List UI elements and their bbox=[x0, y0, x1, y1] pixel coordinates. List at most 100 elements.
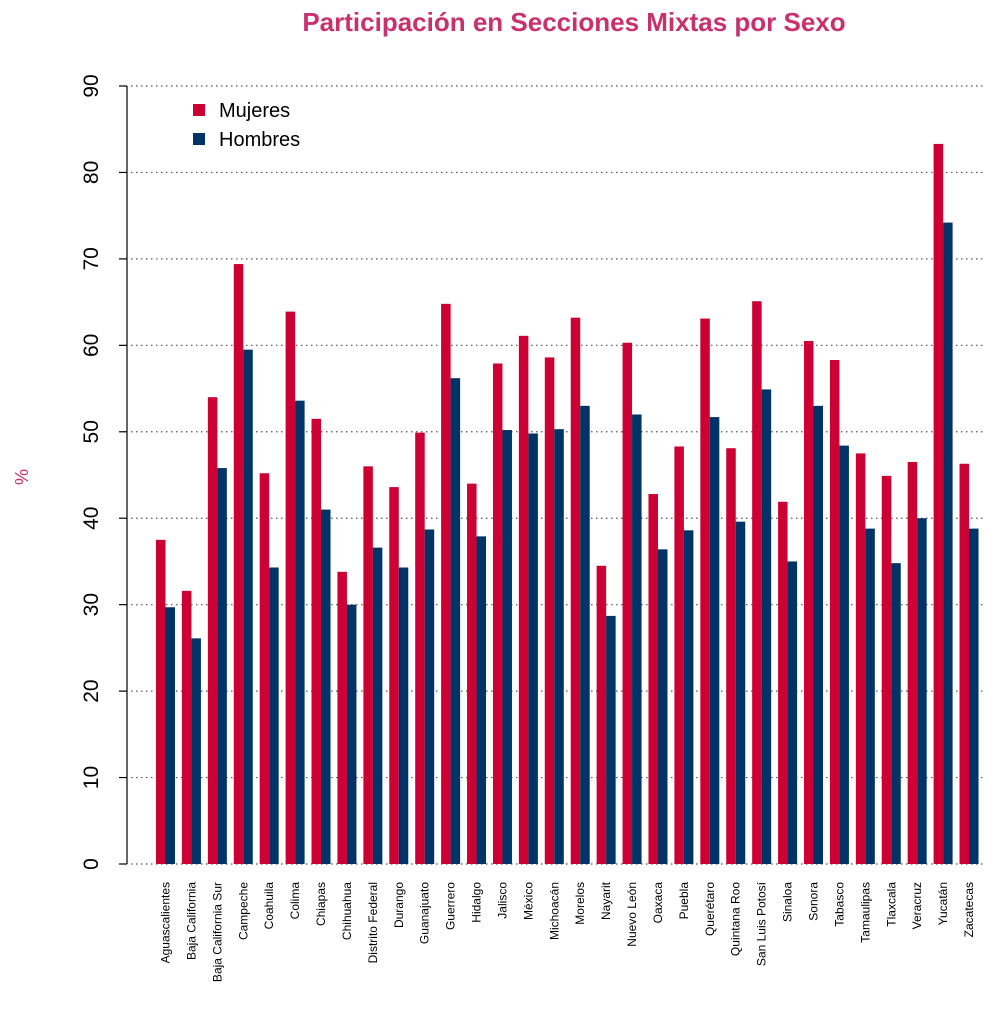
x-tick-label: Baja California bbox=[184, 882, 198, 960]
y-tick-label: 60 bbox=[80, 334, 103, 357]
y-tick-label: 70 bbox=[80, 247, 103, 270]
bar-mujeres bbox=[363, 466, 373, 864]
x-tick-label: San Luis Potosí bbox=[755, 881, 769, 966]
bar-hombres bbox=[165, 607, 175, 864]
bar-hombres bbox=[787, 561, 798, 864]
x-tick-label: Distrito Federal bbox=[366, 882, 380, 963]
y-tick-label: 20 bbox=[80, 679, 103, 702]
bar-mujeres bbox=[389, 487, 399, 864]
bar-mujeres bbox=[337, 571, 347, 864]
bar-hombres bbox=[969, 528, 979, 864]
x-tick-label: Oaxaca bbox=[651, 882, 665, 924]
bar-mujeres bbox=[467, 483, 477, 864]
bar-mujeres bbox=[726, 448, 736, 864]
legend-swatch-hombres bbox=[193, 133, 205, 145]
bar-hombres bbox=[839, 445, 849, 864]
bar-mujeres bbox=[259, 473, 270, 864]
x-tick-label: Quintana Roo bbox=[729, 882, 743, 956]
y-axis-label: % bbox=[12, 469, 32, 485]
bar-hombres bbox=[632, 414, 642, 864]
bar-mujeres bbox=[855, 453, 866, 864]
bar-mujeres bbox=[596, 565, 607, 864]
x-tick-label: Sonora bbox=[807, 882, 821, 921]
legend-label-mujeres: Mujeres bbox=[219, 100, 290, 122]
y-tick-label: 40 bbox=[80, 507, 103, 530]
bar-mujeres bbox=[907, 462, 918, 864]
bar-mujeres bbox=[881, 475, 892, 864]
x-tick-label: Baja California Sur bbox=[210, 882, 224, 982]
bar-mujeres bbox=[933, 143, 944, 864]
bar-mujeres bbox=[285, 311, 296, 864]
bar-mujeres bbox=[441, 303, 451, 865]
x-tick-label: Chiapas bbox=[314, 882, 328, 926]
x-tick-label: Campeche bbox=[236, 882, 250, 940]
bar-mujeres bbox=[648, 494, 658, 864]
bar-hombres bbox=[865, 528, 875, 864]
bar-mujeres bbox=[700, 318, 710, 865]
x-tick-label: Puebla bbox=[677, 882, 691, 920]
y-tick-label: 10 bbox=[80, 766, 103, 789]
x-tick-label: Hidalgo bbox=[470, 882, 484, 923]
bar-hombres bbox=[191, 638, 201, 864]
bar-mujeres bbox=[622, 342, 633, 864]
x-tick-label: Coahuila bbox=[262, 882, 276, 930]
x-tick-label: Durango bbox=[392, 882, 406, 928]
bar-hombres bbox=[735, 521, 746, 864]
bar-hombres bbox=[217, 468, 227, 864]
bar-mujeres bbox=[570, 317, 581, 864]
x-tick-label: Chihuahua bbox=[340, 882, 354, 940]
bar-mujeres bbox=[544, 357, 555, 864]
x-tick-label: Morelos bbox=[573, 882, 587, 925]
bar-mujeres bbox=[207, 397, 218, 864]
x-tick-label: Aguascalientes bbox=[159, 882, 173, 963]
x-tick-label: Sinaloa bbox=[781, 882, 795, 922]
bar-hombres bbox=[346, 604, 357, 864]
bar-mujeres bbox=[156, 539, 166, 864]
y-tick-label: 0 bbox=[80, 858, 103, 870]
bar-mujeres bbox=[804, 341, 814, 864]
bar-hombres bbox=[657, 549, 668, 864]
bar-hombres bbox=[424, 529, 435, 864]
bar-mujeres bbox=[492, 363, 503, 864]
bar-hombres bbox=[813, 405, 823, 864]
y-tick-label: 30 bbox=[80, 593, 103, 616]
legend-swatch-mujeres bbox=[193, 104, 205, 116]
bar-mujeres bbox=[415, 432, 425, 864]
bar-hombres bbox=[372, 547, 383, 864]
bar-hombres bbox=[580, 405, 590, 864]
x-tick-label: Tamaulipas bbox=[858, 882, 872, 943]
x-tick-label: Yucatán bbox=[936, 882, 950, 925]
chart-title: Participación en Secciones Mixtas por Se… bbox=[302, 7, 845, 37]
bars bbox=[156, 143, 979, 865]
bar-hombres bbox=[528, 433, 538, 864]
x-tick-label: Zacatecas bbox=[962, 882, 976, 937]
x-tick-label: Michoacán bbox=[547, 882, 561, 940]
bar-mujeres bbox=[829, 360, 840, 864]
bar-mujeres bbox=[181, 590, 192, 864]
bar-hombres bbox=[269, 567, 279, 864]
bar-hombres bbox=[321, 509, 331, 864]
bar-mujeres bbox=[311, 418, 322, 864]
x-tick-label: Guanajuato bbox=[418, 882, 432, 944]
bar-hombres bbox=[398, 567, 409, 864]
legend: Mujeres Hombres bbox=[193, 100, 300, 151]
bar-mujeres bbox=[674, 446, 684, 864]
y-tick-label: 80 bbox=[80, 161, 103, 184]
bar-hombres bbox=[295, 400, 305, 864]
x-tick-label: Nayarit bbox=[599, 881, 613, 920]
x-tick-label: Nuevo León bbox=[625, 882, 639, 947]
bar-hombres bbox=[709, 417, 720, 864]
legend-label-hombres: Hombres bbox=[219, 129, 300, 151]
bar-mujeres bbox=[233, 264, 244, 864]
bar-hombres bbox=[502, 430, 512, 864]
bar-hombres bbox=[683, 530, 694, 864]
y-tick-label: 50 bbox=[80, 420, 103, 443]
y-axis: 0 10 20 30 40 50 60 70 80 90 bbox=[80, 74, 128, 870]
y-tick-label: 90 bbox=[80, 74, 103, 97]
bar-hombres bbox=[917, 518, 927, 864]
bar-hombres bbox=[943, 222, 953, 865]
bar-hombres bbox=[450, 378, 461, 864]
bar-hombres bbox=[476, 536, 487, 864]
bar-mujeres bbox=[518, 335, 529, 864]
